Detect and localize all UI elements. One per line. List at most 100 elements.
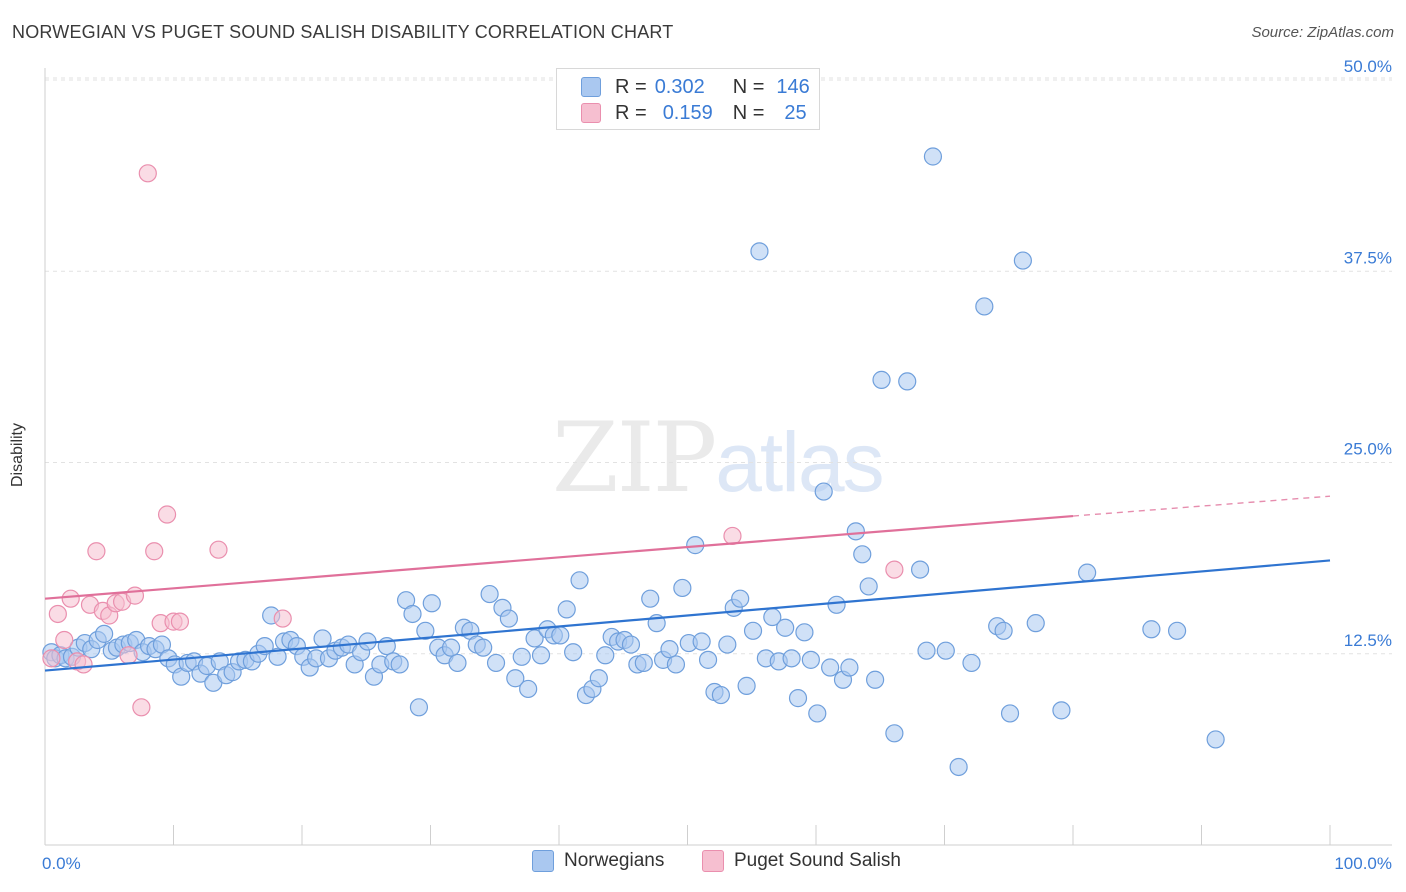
norwegians-point — [923, 147, 943, 166]
norwegians-point — [1167, 621, 1187, 640]
norwegians-point — [917, 641, 936, 660]
puget-sound-salish-trend-line — [44, 514, 1074, 600]
norwegians-point — [448, 653, 467, 673]
norwegians-point — [673, 578, 692, 598]
norwegians-point — [692, 632, 711, 651]
norwegians-point — [564, 643, 583, 662]
norwegians-point — [808, 704, 827, 723]
puget-sound-salish-point — [125, 586, 145, 605]
n-value: 146 — [776, 75, 810, 98]
n-value: 25 — [784, 101, 807, 124]
r-value: 0.302 — [654, 75, 705, 98]
norwegians-point — [441, 638, 461, 657]
watermark-zip: ZIP — [552, 402, 717, 514]
puget-sound-salish-point — [273, 609, 292, 628]
norwegians-point — [795, 623, 814, 642]
norwegians-point — [910, 560, 930, 579]
x-tick-label-min: 0.0% — [42, 854, 81, 873]
norwegians-point — [776, 618, 795, 637]
norwegians-swatch — [581, 77, 601, 97]
norwegians-point — [506, 669, 525, 688]
y-tick-label: 37.5% — [1344, 248, 1392, 267]
norwegians-point — [975, 297, 994, 316]
norwegians-point — [840, 658, 859, 677]
norwegians-point — [499, 609, 518, 628]
norwegians-point — [551, 626, 570, 645]
legend-item-puget-sound-salish[interactable]: Puget Sound Salish — [702, 850, 901, 872]
norwegians-trend-line — [44, 559, 1331, 672]
norwegians-point — [660, 640, 679, 659]
puget-sound-salish-point — [209, 540, 228, 559]
norwegians-point — [666, 655, 686, 674]
norwegians-point — [827, 595, 846, 614]
norwegians-point — [866, 670, 885, 689]
puget-sound-salish-point — [42, 649, 61, 668]
norwegians-point — [634, 653, 653, 673]
norwegians-point — [949, 757, 968, 777]
norwegians-point — [814, 482, 833, 501]
norwegians-point — [519, 679, 538, 699]
puget-sound-salish-trend-extension — [1072, 495, 1331, 517]
norwegians-point — [474, 638, 493, 657]
norwegians-point — [711, 685, 731, 705]
puget-sound-salish-point — [138, 164, 157, 183]
puget-sound-salish-point — [157, 505, 177, 524]
norwegians-point — [962, 653, 981, 673]
norwegians-point — [409, 698, 429, 717]
norwegians-point — [1013, 251, 1032, 270]
norwegians-point — [782, 649, 801, 668]
norwegians-point — [743, 621, 763, 640]
legend-label-puget-sound-salish: Puget Sound Salish — [734, 850, 901, 871]
norwegians-point — [846, 522, 865, 541]
norwegians-point — [801, 650, 820, 669]
norwegians-point — [416, 621, 435, 640]
r-label: R = — [615, 75, 647, 98]
puget-sound-salish-point — [55, 630, 74, 650]
legend-item-norwegians[interactable]: Norwegians — [532, 850, 664, 872]
norwegians-point — [512, 647, 531, 666]
norwegians-point — [994, 621, 1013, 640]
axes — [44, 68, 1392, 846]
norwegians-point — [313, 629, 332, 648]
y-tick-label: 25.0% — [1344, 440, 1392, 459]
series-legend: Norwegians Puget Sound Salish — [0, 850, 1406, 878]
norwegians-point — [1052, 701, 1071, 720]
legend-label-norwegians: Norwegians — [564, 850, 665, 871]
stats-legend: R = 0.302 N = 146 R = 0.159 N = 25 — [556, 68, 820, 130]
norwegians-point — [486, 653, 506, 673]
norwegians-point — [853, 545, 872, 564]
norwegians-legend-swatch — [532, 850, 554, 872]
tick-labels: 12.5% 25.0% 37.5% 50.0% 0.0% 100.0% — [42, 57, 1392, 873]
y-tick-label: 12.5% — [1344, 631, 1392, 650]
norwegians-point — [1206, 730, 1225, 749]
r-label: R = — [615, 101, 647, 124]
norwegians-point — [788, 689, 808, 708]
stats-row-puget-sound-salish: R = 0.159 N = 25 — [581, 100, 807, 126]
norwegians-point — [750, 242, 769, 261]
norwegians-point — [731, 589, 750, 608]
norwegians-point — [557, 600, 576, 619]
puget-sound-salish-point — [145, 542, 164, 561]
trend-lines — [44, 495, 1331, 672]
norwegians-point — [525, 629, 544, 648]
stats-row-norwegians: R = 0.302 N = 146 — [581, 74, 810, 100]
norwegians-point — [859, 577, 878, 596]
norwegians-point — [390, 655, 409, 674]
norwegians-point — [898, 372, 917, 391]
norwegians-point — [737, 676, 756, 695]
n-label: N = — [732, 101, 765, 124]
puget-sound-salish-point — [87, 542, 106, 561]
norwegians-point — [641, 589, 660, 608]
y-tick-label: 50.0% — [1344, 57, 1392, 76]
norwegians-point — [1000, 704, 1020, 723]
norwegians-point — [422, 594, 441, 613]
puget-sound-salish-point — [170, 612, 190, 631]
puget-sound-salish-point — [74, 655, 93, 674]
norwegians-point — [1078, 563, 1097, 582]
norwegians-point — [480, 584, 499, 604]
norwegians-point — [1026, 614, 1045, 633]
norwegians-point — [885, 724, 904, 743]
x-tick-label-max: 100.0% — [1334, 854, 1392, 873]
norwegians-point — [1142, 620, 1161, 639]
